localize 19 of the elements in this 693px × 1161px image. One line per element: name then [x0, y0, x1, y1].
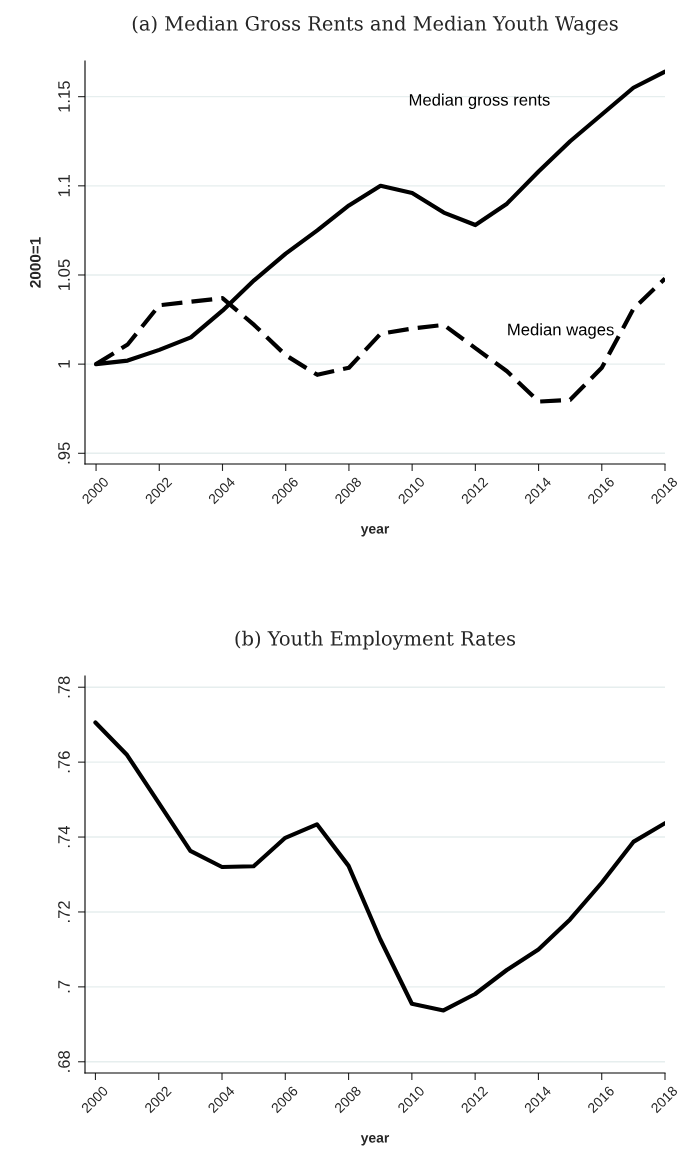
- y-tick-label: .72: [58, 901, 70, 923]
- x-axis-title: year: [360, 526, 390, 537]
- chart-title: (b) Youth Employment Rates: [235, 630, 516, 650]
- chart-title: (a) Median Gross Rents and Median Youth Wages: [132, 15, 618, 35]
- y-tick-label: 1: [58, 360, 70, 368]
- y-tick-label: .7: [58, 980, 70, 993]
- y-tick-label: 1.15: [58, 81, 70, 112]
- y-tick-label: .68: [58, 1050, 70, 1072]
- y-tick-label: .74: [58, 825, 70, 848]
- y-axis-title: 2000=1: [29, 237, 41, 288]
- y-tick-label: 1.1: [58, 175, 70, 197]
- y-tick-label: .76: [58, 751, 70, 773]
- y-tick-label: .95: [58, 442, 70, 464]
- text: Median gross rents: [409, 93, 550, 110]
- x-axis-title: year: [360, 1135, 390, 1146]
- series-label: Median wages: [508, 323, 614, 339]
- y-tick-label: .78: [58, 676, 70, 698]
- y-tick-label: 1.05: [58, 259, 70, 290]
- line-series: [93, 720, 665, 1013]
